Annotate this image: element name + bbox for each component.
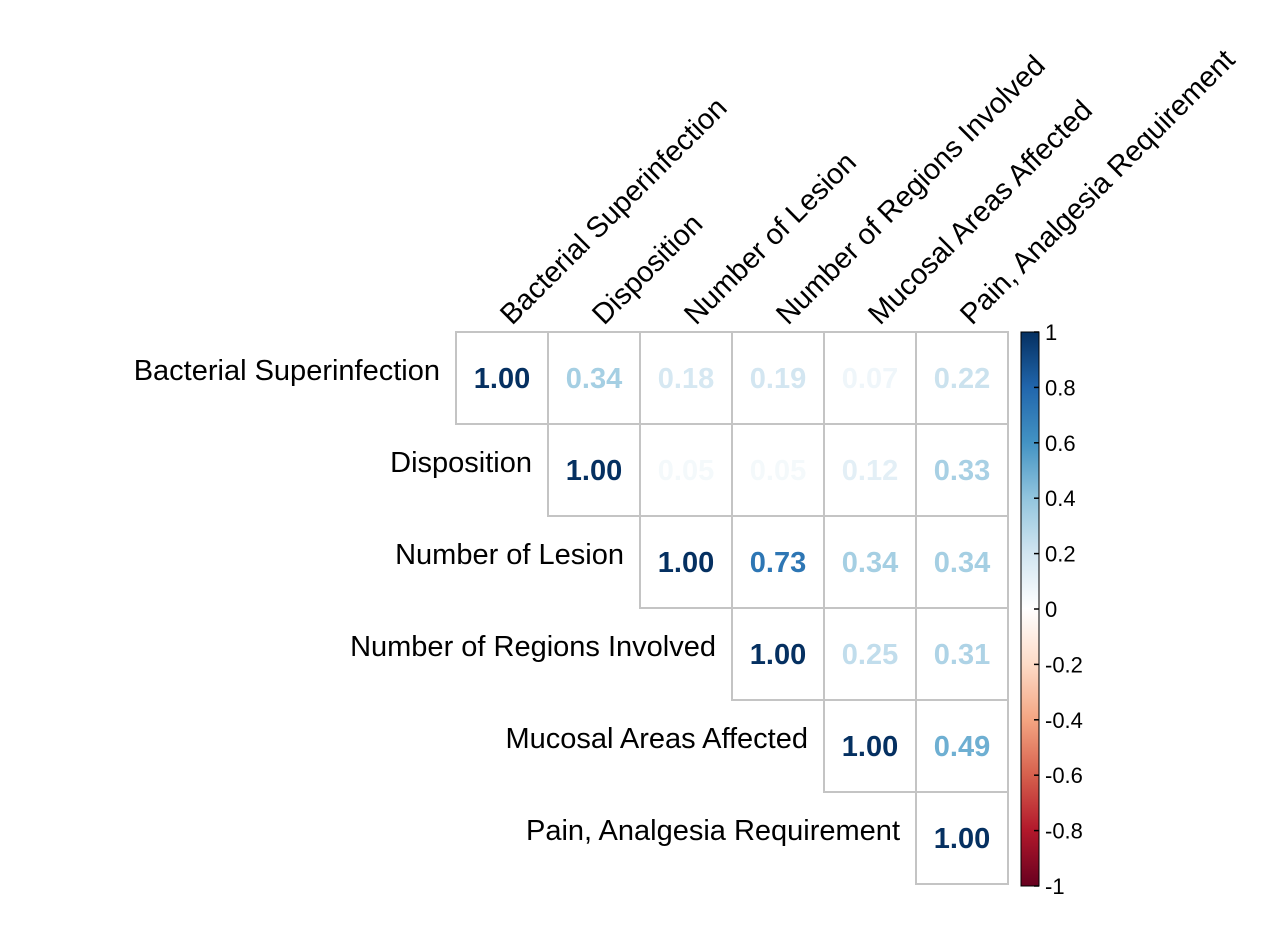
cell-value-0-2: 0.18 xyxy=(658,363,714,395)
matrix-cells xyxy=(455,331,1009,885)
row-label: Disposition xyxy=(390,447,532,479)
cell-value-1-1: 1.00 xyxy=(566,455,622,487)
cell-value-4-5: 0.49 xyxy=(934,731,990,763)
cell-1-4 xyxy=(823,423,917,517)
cell-value-2-3: 0.73 xyxy=(750,547,806,579)
cell-value-0-5: 0.22 xyxy=(934,363,990,395)
matrix-values: 1.00 0.34 0.18 0.19 0.07 0.22 1.00 0.05 0.05 0.12… xyxy=(474,363,990,855)
cell-value-1-2: 0.05 xyxy=(658,455,714,487)
cell-2-2 xyxy=(639,515,733,609)
color-tick-label: 0.4 xyxy=(1045,486,1076,511)
cell-5-5 xyxy=(915,791,1009,885)
cell-4-5 xyxy=(915,699,1009,793)
cell-value-1-4: 0.12 xyxy=(842,455,898,487)
row-label: Mucosal Areas Affected xyxy=(505,723,808,755)
row-label: Number of Regions Involved xyxy=(350,631,716,663)
cell-3-4 xyxy=(823,607,917,701)
cell-4-4 xyxy=(823,699,917,793)
color-tick-label: -0.6 xyxy=(1045,763,1083,788)
color-tick-label: 1 xyxy=(1045,320,1057,345)
color-tick-label: -1 xyxy=(1045,874,1065,899)
cell-1-2 xyxy=(639,423,733,517)
cell-value-3-5: 0.31 xyxy=(934,639,990,671)
cell-1-5 xyxy=(915,423,1009,517)
row-label: Number of Lesion xyxy=(395,539,624,571)
color-tick-label: 0.6 xyxy=(1045,431,1076,456)
cell-value-0-3: 0.19 xyxy=(750,363,806,395)
row-labels: Bacterial Superinfection Disposition Numbe… xyxy=(134,355,900,847)
cell-value-3-3: 1.00 xyxy=(750,639,806,671)
color-tick-label: -0.8 xyxy=(1045,819,1083,844)
cell-value-2-4: 0.34 xyxy=(842,547,898,579)
cell-0-0 xyxy=(455,331,549,425)
cell-value-1-5: 0.33 xyxy=(934,455,990,487)
cell-3-3 xyxy=(731,607,825,701)
cell-0-5 xyxy=(915,331,1009,425)
cell-value-2-2: 1.00 xyxy=(658,547,714,579)
cell-1-1 xyxy=(547,423,641,517)
row-label: Bacterial Superinfection xyxy=(134,355,440,387)
cell-value-0-0: 1.00 xyxy=(474,363,530,395)
cell-2-4 xyxy=(823,515,917,609)
column-label: Number of Lesion xyxy=(678,146,862,330)
color-tick-label: -0.4 xyxy=(1045,708,1083,733)
cell-value-5-5: 1.00 xyxy=(934,823,990,855)
cell-value-2-5: 0.34 xyxy=(934,547,990,579)
color-tick-label: -0.2 xyxy=(1045,652,1083,677)
cell-value-3-4: 0.25 xyxy=(842,639,898,671)
column-labels: Bacterial SuperinfectionDispositionNumbe… xyxy=(494,44,1241,331)
cell-value-0-4: 0.07 xyxy=(842,363,898,395)
cell-value-1-3: 0.05 xyxy=(750,455,806,487)
color-tick-label: 0.8 xyxy=(1045,375,1076,400)
cell-0-1 xyxy=(547,331,641,425)
row-label: Pain, Analgesia Requirement xyxy=(526,815,900,847)
color-legend: 1 0.8 0.6 0.4 0.2 0 -0.2 -0.4 -0.6 -0.8 -1 xyxy=(1020,320,1083,899)
cell-value-4-4: 1.00 xyxy=(842,731,898,763)
color-tick-label: 0.2 xyxy=(1045,542,1076,567)
cell-3-5 xyxy=(915,607,1009,701)
cell-value-0-1: 0.34 xyxy=(566,363,622,395)
color-tick-label: 0 xyxy=(1045,597,1057,622)
